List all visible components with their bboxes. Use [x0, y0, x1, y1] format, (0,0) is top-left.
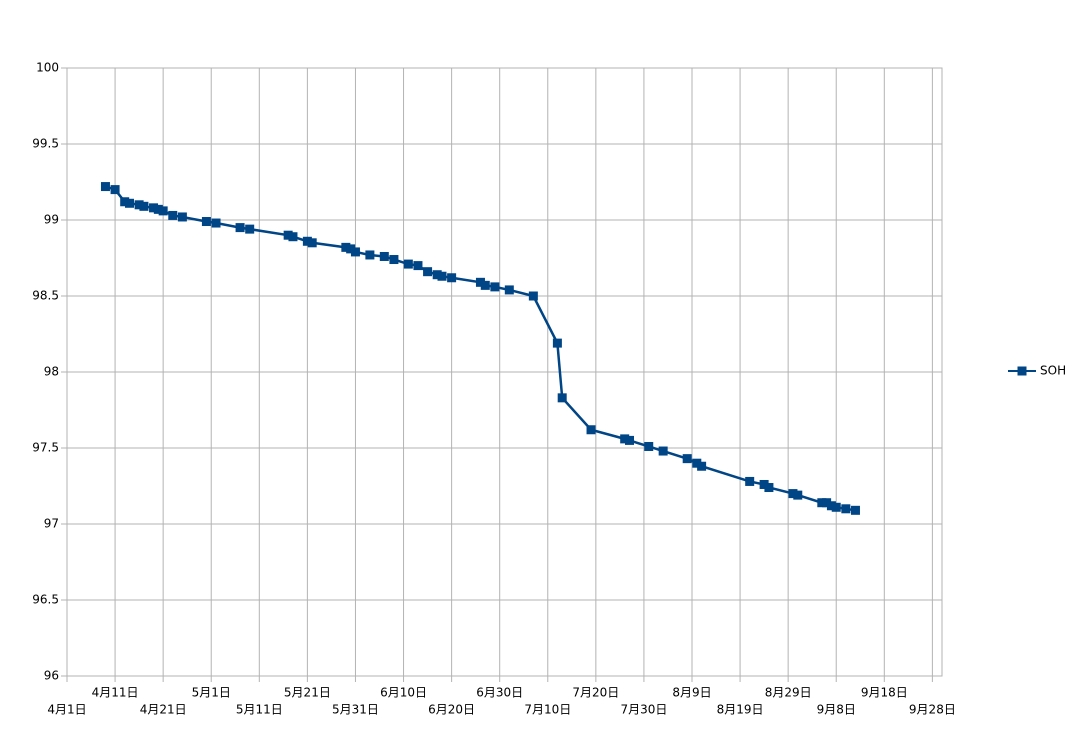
point-marker [504, 285, 514, 295]
x-tick-label: 7月20日 [572, 686, 619, 700]
point-marker [302, 236, 312, 246]
y-tick-label: 98 [44, 365, 59, 379]
legend-label: SOH [1040, 364, 1066, 378]
y-tick-label: 97.5 [32, 441, 59, 455]
x-tick-label: 5月21日 [284, 686, 331, 700]
point-marker [586, 425, 596, 435]
point-marker [831, 502, 841, 512]
y-tick-label: 97 [44, 517, 59, 531]
point-marker [447, 273, 457, 283]
x-tick-label: 5月11日 [236, 703, 283, 717]
point-marker [759, 479, 769, 489]
y-tick-label: 96 [44, 669, 59, 683]
x-tick-label: 7月10日 [524, 703, 571, 717]
legend-marker [1017, 366, 1027, 376]
x-tick-label: 5月1日 [192, 686, 231, 700]
point-marker [658, 446, 668, 456]
point-marker [620, 434, 630, 444]
x-tick-label: 5月31日 [332, 703, 379, 717]
point-marker [480, 280, 490, 290]
point-marker [552, 338, 562, 348]
point-marker [307, 238, 317, 248]
y-tick-label: 99.5 [32, 137, 59, 151]
point-marker [432, 270, 442, 280]
point-marker [110, 185, 120, 195]
point-marker [850, 505, 860, 515]
point-marker [745, 476, 755, 486]
point-marker [153, 204, 163, 214]
point-marker [158, 206, 168, 216]
point-marker [168, 210, 178, 220]
point-marker [283, 230, 293, 240]
point-marker [475, 277, 485, 287]
point-marker [100, 182, 110, 192]
point-marker [341, 242, 351, 252]
x-tick-label: 6月10日 [380, 686, 427, 700]
point-marker [644, 441, 654, 451]
point-marker [822, 498, 832, 508]
point-marker [692, 458, 702, 468]
x-tick-label: 9月28日 [909, 703, 956, 717]
point-marker [120, 197, 130, 207]
point-marker [134, 200, 144, 210]
point-marker [682, 454, 692, 464]
x-tick-label: 6月30日 [476, 686, 523, 700]
point-marker [177, 212, 187, 222]
point-marker [764, 483, 774, 493]
point-marker [288, 232, 298, 242]
point-marker [403, 259, 413, 269]
x-tick-label: 4月21日 [140, 703, 187, 717]
point-marker [557, 393, 567, 403]
point-marker [245, 224, 255, 234]
x-tick-label: 4月11日 [92, 686, 139, 700]
x-tick-label: 6月20日 [428, 703, 475, 717]
point-marker [235, 223, 245, 233]
point-marker [826, 501, 836, 511]
point-marker [697, 461, 707, 471]
x-tick-label: 7月30日 [620, 703, 667, 717]
point-marker [490, 282, 500, 292]
y-tick-label: 98.5 [32, 289, 59, 303]
point-marker [149, 203, 159, 213]
series-line [105, 185, 856, 512]
point-marker [423, 267, 433, 277]
point-marker [841, 504, 851, 514]
x-tick-label: 8月29日 [765, 686, 812, 700]
point-marker [139, 201, 149, 211]
x-tick-label: 8月19日 [717, 703, 764, 717]
y-tick-label: 96.5 [32, 593, 59, 607]
point-marker [201, 217, 211, 227]
plot-border [66, 67, 943, 677]
point-marker [817, 498, 827, 508]
point-marker [528, 291, 538, 301]
point-marker [379, 251, 389, 261]
point-marker [211, 218, 221, 228]
x-tick-label: 8月9日 [672, 686, 711, 700]
point-marker [625, 435, 634, 445]
point-marker [350, 247, 360, 257]
y-tick-label: 100 [36, 61, 59, 75]
point-marker [346, 244, 356, 254]
x-tick-label: 4月1日 [47, 703, 86, 717]
point-marker [413, 261, 423, 271]
point-marker [788, 489, 798, 499]
x-tick-label: 9月8日 [817, 703, 856, 717]
point-marker [793, 490, 803, 500]
x-tick-label: 9月18日 [861, 686, 908, 700]
point-marker [365, 250, 375, 260]
point-marker [389, 255, 399, 265]
point-marker [125, 198, 134, 208]
point-marker [437, 271, 447, 281]
y-tick-label: 99 [44, 213, 59, 227]
